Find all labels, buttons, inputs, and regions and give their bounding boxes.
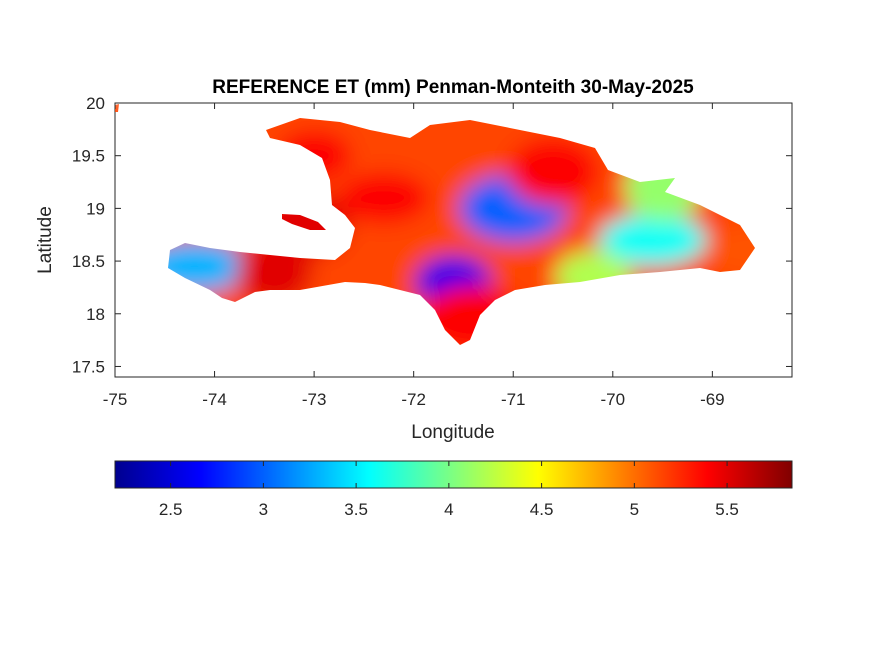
colorbar-tick-label: 4.5 bbox=[530, 500, 554, 519]
y-axis: 20 19.5 19 18.5 18 17.5 bbox=[72, 94, 792, 376]
y-tick-label: 18.5 bbox=[72, 252, 105, 271]
heat-region bbox=[706, 224, 755, 277]
heat-region bbox=[507, 137, 600, 206]
y-axis-label: Latitude bbox=[35, 206, 56, 274]
y-tick-label: 18 bbox=[86, 305, 105, 324]
y-tick-label: 20 bbox=[86, 94, 105, 113]
chart-title: REFERENCE ET (mm) Penman-Monteith 30-May… bbox=[212, 77, 694, 98]
colorbar-tick-label: 3.5 bbox=[344, 500, 368, 519]
y-tick-label: 19.5 bbox=[72, 147, 105, 166]
colorbar bbox=[114, 460, 793, 489]
x-axis: -75 -74 -73 -72 -71 -70 -69 bbox=[103, 103, 725, 409]
x-tick-label: -70 bbox=[601, 390, 626, 409]
x-axis-label: Longitude bbox=[411, 422, 494, 443]
x-tick-label: -75 bbox=[103, 390, 128, 409]
x-tick-label: -71 bbox=[501, 390, 526, 409]
colorbar-tick-label: 2.5 bbox=[159, 500, 183, 519]
x-tick-label: -73 bbox=[302, 390, 327, 409]
colorbar-tick-label: 5.5 bbox=[715, 500, 739, 519]
x-tick-label: -74 bbox=[202, 390, 227, 409]
heat-region bbox=[598, 214, 707, 266]
colorbar-tick-label: 5 bbox=[630, 500, 639, 519]
colorbar-ticks: 2.5 3 3.5 4 4.5 5 5.5 bbox=[159, 461, 739, 519]
x-tick-label: -69 bbox=[700, 390, 725, 409]
heat-region bbox=[337, 171, 430, 224]
colorbar-tick-label: 3 bbox=[259, 500, 268, 519]
y-tick-label: 17.5 bbox=[72, 357, 105, 376]
y-tick-label: 19 bbox=[86, 199, 105, 218]
colorbar-tick-label: 4 bbox=[444, 500, 453, 519]
x-tick-label: -72 bbox=[401, 390, 426, 409]
